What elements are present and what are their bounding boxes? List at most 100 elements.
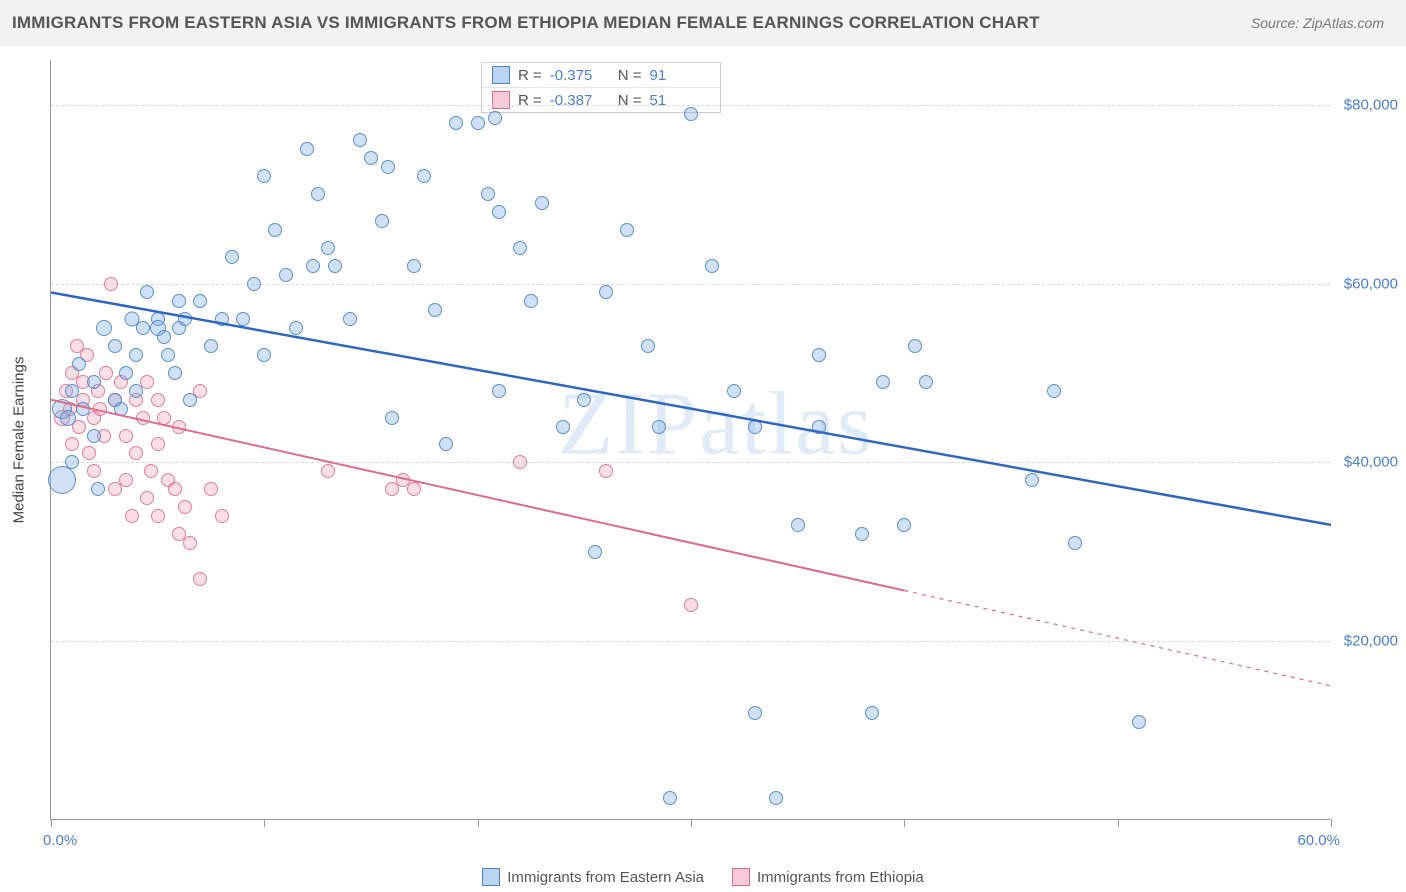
data-point <box>96 320 112 336</box>
data-point <box>652 420 666 434</box>
data-point <box>136 411 150 425</box>
data-point <box>168 482 182 496</box>
data-point <box>300 142 314 156</box>
data-point <box>76 402 90 416</box>
data-point <box>577 393 591 407</box>
data-point <box>151 509 165 523</box>
data-point <box>178 500 192 514</box>
data-point <box>279 268 293 282</box>
data-point <box>193 572 207 586</box>
swatch-blue-icon <box>492 66 510 84</box>
data-point <box>769 791 783 805</box>
data-point <box>172 294 186 308</box>
data-point <box>897 518 911 532</box>
data-point <box>492 205 506 219</box>
data-point <box>1068 536 1082 550</box>
data-point <box>488 111 502 125</box>
plot-area: Median Female Earnings ZIPatlas R = -0.3… <box>50 60 1330 820</box>
grid-line <box>51 105 1330 106</box>
data-point <box>247 277 261 291</box>
data-point <box>855 527 869 541</box>
data-point <box>524 294 538 308</box>
n-value-blue: 91 <box>650 67 710 84</box>
x-tick <box>1118 819 1119 827</box>
y-axis-title: Median Female Earnings <box>11 356 28 523</box>
data-point <box>65 455 79 469</box>
data-point <box>428 303 442 317</box>
data-point <box>407 259 421 273</box>
data-point <box>215 509 229 523</box>
data-point <box>791 518 805 532</box>
data-point <box>144 464 158 478</box>
x-tick <box>264 819 265 827</box>
r-value-blue: -0.375 <box>550 67 610 84</box>
data-point <box>60 410 76 426</box>
data-point <box>449 116 463 130</box>
data-point <box>204 339 218 353</box>
data-point <box>684 598 698 612</box>
watermark: ZIPatlas <box>558 373 874 476</box>
data-point <box>812 420 826 434</box>
x-tick <box>478 819 479 827</box>
data-point <box>136 321 150 335</box>
chart-header: IMMIGRANTS FROM EASTERN ASIA VS IMMIGRAN… <box>0 0 1406 46</box>
data-point <box>1132 715 1146 729</box>
data-point <box>99 366 113 380</box>
data-point <box>236 312 250 326</box>
grid-line <box>51 641 1330 642</box>
data-point <box>375 214 389 228</box>
data-point <box>108 339 122 353</box>
data-point <box>556 420 570 434</box>
r-label: R = <box>518 92 542 109</box>
data-point <box>87 464 101 478</box>
data-point <box>588 545 602 559</box>
data-point <box>225 250 239 264</box>
data-point <box>193 294 207 308</box>
data-point <box>381 160 395 174</box>
y-tick-label: $40,000 <box>1344 454 1398 471</box>
x-max-label: 60.0% <box>1297 832 1340 849</box>
data-point <box>119 366 133 380</box>
data-point <box>157 330 171 344</box>
data-point <box>183 536 197 550</box>
data-point <box>641 339 655 353</box>
data-point <box>140 285 154 299</box>
grid-line <box>51 284 1330 285</box>
y-tick-label: $80,000 <box>1344 96 1398 113</box>
data-point <box>876 375 890 389</box>
legend-item-blue: Immigrants from Eastern Asia <box>482 868 704 886</box>
data-point <box>125 509 139 523</box>
data-point <box>513 455 527 469</box>
data-point <box>151 437 165 451</box>
grid-line <box>51 462 1330 463</box>
data-point <box>129 384 143 398</box>
data-point <box>321 464 335 478</box>
trend-line-pink <box>51 60 1331 820</box>
data-point <box>705 259 719 273</box>
data-point <box>865 706 879 720</box>
legend-label-pink: Immigrants from Ethiopia <box>757 869 924 886</box>
data-point <box>748 420 762 434</box>
data-point <box>140 491 154 505</box>
data-point <box>172 420 186 434</box>
data-point <box>385 411 399 425</box>
data-point <box>481 187 495 201</box>
data-point <box>104 277 118 291</box>
data-point <box>65 437 79 451</box>
x-tick <box>691 819 692 827</box>
n-label: N = <box>618 92 642 109</box>
legend-item-pink: Immigrants from Ethiopia <box>732 868 924 886</box>
data-point <box>919 375 933 389</box>
data-point <box>407 482 421 496</box>
data-point <box>1025 473 1039 487</box>
data-point <box>87 429 101 443</box>
data-point <box>364 151 378 165</box>
data-point <box>93 402 107 416</box>
data-point <box>417 169 431 183</box>
data-point <box>268 223 282 237</box>
x-tick <box>904 819 905 827</box>
data-point <box>215 312 229 326</box>
x-tick <box>51 819 52 827</box>
y-tick-label: $20,000 <box>1344 633 1398 650</box>
data-point <box>343 312 357 326</box>
